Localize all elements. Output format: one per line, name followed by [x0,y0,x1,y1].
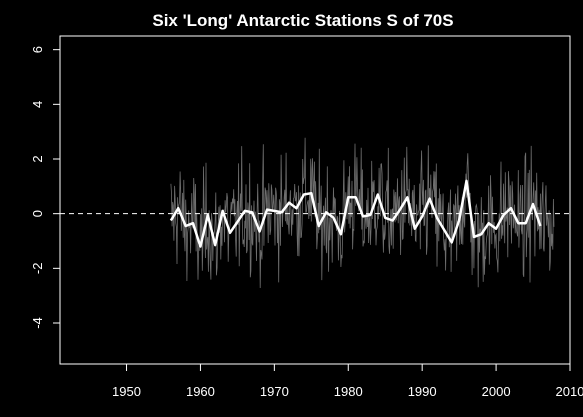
x-tick-label: 1980 [334,384,363,399]
x-tick-label: 2010 [556,384,583,399]
annual-mean-line [169,179,542,248]
y-tick-label: 0 [30,210,45,217]
plot-frame [59,35,571,365]
y-tick-label: 6 [30,46,45,53]
x-tick-label: 1990 [408,384,437,399]
y-tick-label: 2 [30,155,45,162]
x-tick-label: 1970 [260,384,289,399]
y-tick-label: -4 [30,317,45,329]
x-tick-label: 1950 [112,384,141,399]
y-axis: -4 -2 0 2 4 6 [30,46,60,329]
monthly-series-line [170,137,555,289]
y-tick-label: -2 [30,263,45,275]
x-tick-label: 2000 [482,384,511,399]
monthly-series [170,137,555,289]
x-tick-label: 1960 [186,384,215,399]
x-axis: 1950 1960 1970 1980 1990 2000 2010 [112,364,583,399]
y-tick-label: 4 [30,101,45,108]
chart-title: Six 'Long' Antarctic Stations S of 70S [152,11,453,30]
